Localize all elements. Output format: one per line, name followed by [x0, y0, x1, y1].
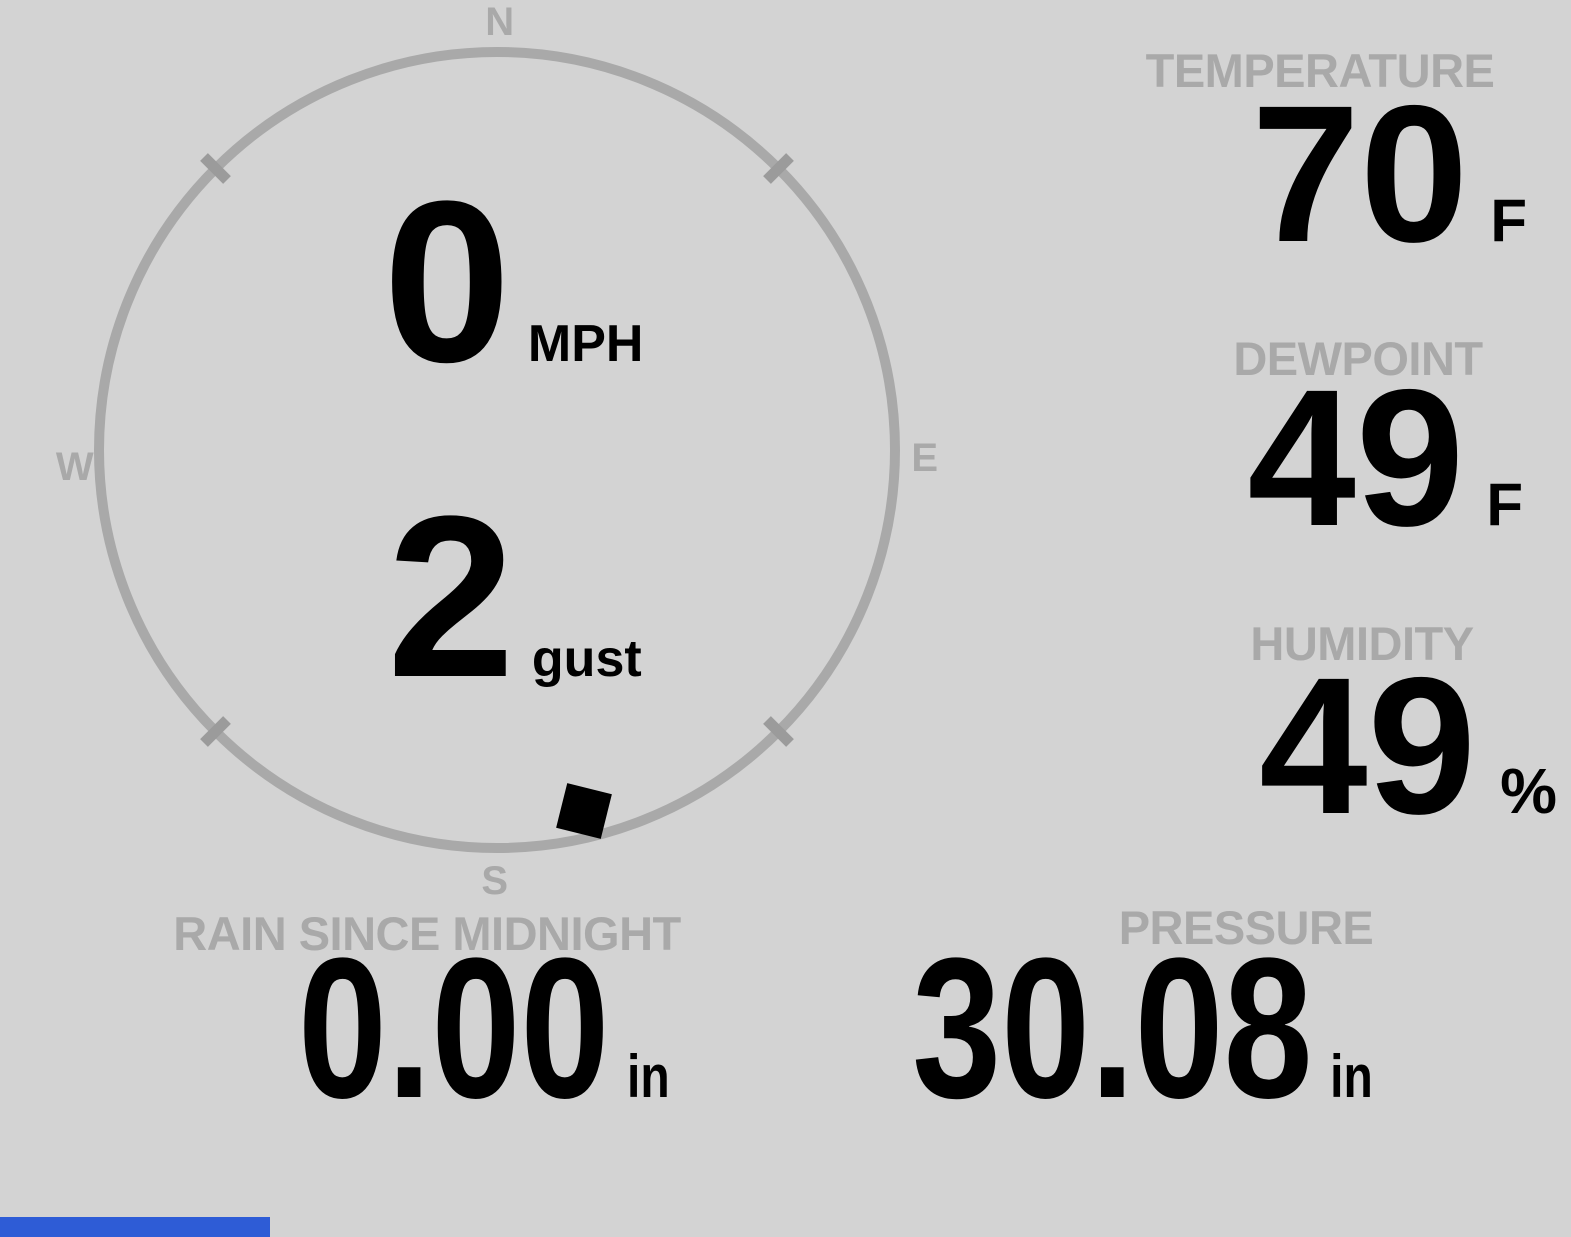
compass-ticks: [200, 153, 794, 747]
compass-label-west: W: [55, 445, 95, 489]
pressure-value: 30.08: [912, 917, 1313, 1140]
temperature-label: TEMPERATURE: [1145, 44, 1495, 97]
wind-compass: [94, 47, 900, 853]
wind-gust-unit: gust: [531, 630, 642, 688]
temperature-reading: 70 F: [1251, 77, 1527, 272]
wind-speed-value: 0: [383, 153, 511, 410]
dewpoint-reading: 49 F: [1247, 361, 1523, 556]
pressure-reading: 30.08 in: [912, 929, 1373, 1129]
humidity-value: 49: [1259, 637, 1477, 855]
dewpoint-label: DEWPOINT: [1233, 332, 1483, 385]
pressure-unit: in: [1330, 1043, 1373, 1110]
status-accent-bar: [0, 1217, 270, 1237]
temperature-unit: F: [1490, 187, 1527, 254]
rain-label: RAIN SINCE MIDNIGHT: [173, 907, 681, 960]
compass-label-north: N: [485, 0, 515, 44]
wind-speed-unit: MPH: [527, 315, 644, 373]
wind-direction-marker: [556, 783, 612, 839]
compass-ring: [94, 47, 900, 853]
compass-label-east: E: [911, 436, 939, 480]
dewpoint-unit: F: [1486, 471, 1523, 538]
rain-value: 0.00: [298, 917, 610, 1140]
tick-northwest: [200, 153, 231, 184]
wind-speed: 0 MPH: [383, 167, 643, 397]
humidity-unit: %: [1500, 755, 1557, 827]
tick-northeast: [763, 153, 794, 184]
pressure-label: PRESSURE: [1118, 901, 1374, 954]
wind-gust-value: 2: [387, 468, 515, 725]
tick-southwest: [200, 716, 231, 747]
humidity-reading: 49 %: [1259, 649, 1557, 844]
tick-southeast: [763, 716, 794, 747]
temperature-value: 70: [1251, 65, 1469, 283]
rain-unit: in: [627, 1043, 670, 1110]
humidity-label: HUMIDITY: [1250, 617, 1474, 670]
wind-gust: 2 gust: [387, 482, 642, 712]
compass-label-south: S: [481, 859, 509, 903]
rain-reading: 0.00 in: [298, 929, 670, 1129]
dewpoint-value: 49: [1247, 349, 1465, 567]
